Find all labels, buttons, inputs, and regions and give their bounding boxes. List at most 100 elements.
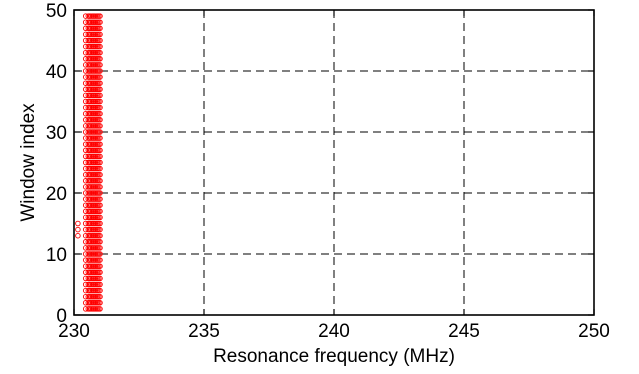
data-point (89, 86, 95, 93)
data-point (94, 141, 101, 147)
data-point (94, 251, 101, 257)
data-point (92, 196, 98, 202)
data-point (97, 251, 103, 257)
data-point (82, 92, 89, 99)
data-point (82, 25, 89, 32)
data-point (92, 178, 98, 184)
data-point (86, 257, 93, 263)
data-point (92, 92, 98, 99)
data-point (89, 171, 95, 178)
data-point (92, 19, 98, 25)
data-point (97, 202, 103, 208)
data-point (86, 68, 93, 74)
data-point (86, 275, 93, 282)
data-point (97, 190, 103, 196)
data-point (89, 68, 95, 74)
data-point (97, 281, 103, 288)
data-point (89, 275, 95, 282)
data-point (94, 245, 101, 251)
data-point (89, 147, 95, 154)
data-point (94, 92, 101, 99)
data-point (92, 269, 98, 276)
data-point (89, 251, 95, 257)
data-point (94, 214, 101, 221)
data-point (92, 306, 98, 312)
data-point (92, 86, 98, 93)
data-point (94, 239, 101, 245)
data-point (92, 190, 98, 196)
data-point (89, 245, 95, 251)
data-point (94, 13, 101, 19)
data-point (89, 135, 95, 141)
data-point (94, 129, 101, 135)
data-point (86, 171, 93, 178)
y-tick-label: 50 (46, 1, 67, 22)
x-tick-label: 240 (318, 321, 350, 342)
data-point (86, 214, 93, 221)
y-axis-label: Window index (18, 103, 39, 222)
data-point (94, 165, 101, 172)
data-point (94, 226, 101, 233)
data-point (82, 300, 89, 306)
data-point (92, 43, 98, 50)
data-point (82, 129, 89, 135)
data-point (86, 141, 93, 147)
data-point (92, 117, 98, 123)
data-point (82, 178, 89, 184)
data-point (89, 232, 95, 239)
data-point (94, 184, 101, 190)
data-point (82, 80, 89, 86)
data-point (89, 202, 95, 208)
data-point (86, 43, 93, 50)
data-point (94, 43, 101, 50)
data-point (92, 245, 98, 251)
y-tick-label: 30 (46, 123, 67, 144)
data-point (82, 287, 89, 294)
data-point (82, 251, 89, 257)
data-point (89, 196, 95, 202)
data-point (94, 80, 101, 86)
data-point (86, 92, 93, 99)
data-point (94, 86, 101, 93)
data-point (89, 269, 95, 276)
data-point (97, 129, 103, 135)
data-point (92, 208, 98, 215)
data-point (82, 226, 89, 233)
data-point (86, 117, 93, 123)
data-point (86, 129, 93, 135)
data-point (82, 141, 89, 147)
data-point (82, 135, 89, 141)
data-point (92, 220, 98, 227)
data-point (86, 245, 93, 251)
data-point (86, 239, 93, 245)
data-point (86, 269, 93, 276)
data-point (82, 275, 89, 282)
x-tick-label: 230 (58, 321, 90, 342)
data-point (92, 80, 98, 86)
data-point (92, 37, 98, 44)
data-point (82, 159, 89, 166)
data-point (82, 13, 89, 19)
data-point (86, 56, 93, 62)
data-point (82, 208, 89, 215)
data-point (82, 153, 89, 160)
data-point (82, 263, 89, 269)
data-point (94, 293, 101, 300)
data-point (86, 196, 93, 202)
data-point (92, 62, 98, 68)
data-point (86, 165, 93, 172)
data-point (89, 214, 95, 221)
data-point (89, 190, 95, 196)
data-point (86, 178, 93, 184)
data-point (92, 214, 98, 221)
data-point (75, 220, 81, 227)
data-point (89, 98, 95, 105)
data-point (89, 74, 95, 80)
data-point (89, 56, 95, 62)
data-point (92, 49, 98, 56)
data-point (89, 300, 95, 306)
data-point (97, 135, 103, 141)
x-tick-label: 250 (578, 321, 610, 342)
data-point (94, 232, 101, 239)
data-point (92, 287, 98, 294)
